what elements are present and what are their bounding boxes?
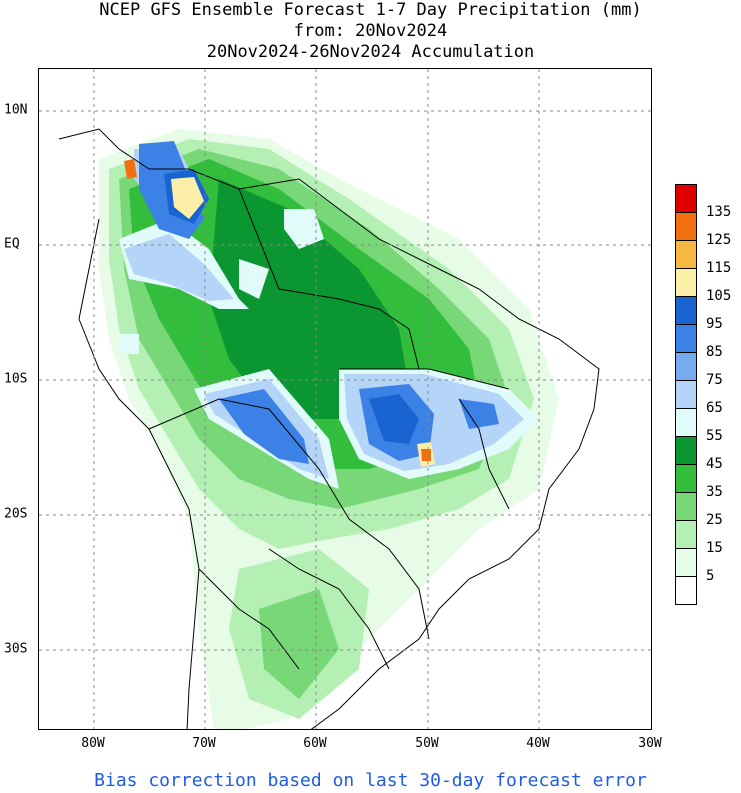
legend-label: 95 (706, 316, 723, 332)
legend-swatch (675, 492, 697, 521)
x-tick-50w: 50W (415, 736, 439, 751)
country-borders (58, 128, 600, 729)
chart-title: NCEP GFS Ensemble Forecast 1-7 Day Preci… (99, 0, 642, 20)
legend-swatch (675, 296, 697, 325)
legend-swatch (675, 464, 697, 493)
x-tick-30w: 30W (638, 736, 662, 751)
y-tick-20s: 20S (4, 506, 28, 522)
legend-swatch (675, 324, 697, 353)
legend-swatch (675, 240, 697, 269)
precipitation-map (38, 68, 652, 730)
legend-swatch (675, 212, 697, 241)
legend-swatch (675, 548, 697, 577)
x-tick-40w: 40W (526, 736, 550, 751)
legend-swatch (675, 436, 697, 465)
forecast-start-date: from: 20Nov2024 (293, 21, 448, 41)
legend-label: 5 (706, 568, 715, 584)
legend-label: 35 (706, 484, 723, 500)
legend-swatch (675, 520, 697, 549)
legend-swatch (675, 184, 697, 213)
legend-label: 45 (706, 456, 723, 472)
legend-label: 75 (706, 372, 723, 388)
legend-swatch (675, 408, 697, 437)
y-tick-10s: 10S (4, 371, 28, 387)
map-canvas (39, 69, 651, 729)
legend-label: 65 (706, 400, 723, 416)
legend-label: 115 (706, 260, 732, 276)
accumulation-period: 20Nov2024-26Nov2024 Accumulation (206, 42, 535, 62)
y-tick-eq: EQ (4, 236, 20, 252)
legend-swatch (675, 576, 697, 605)
x-tick-70w: 70W (192, 736, 216, 751)
x-tick-80w: 80W (81, 736, 105, 751)
legend-label: 15 (706, 540, 723, 556)
y-tick-10n: 10N (4, 102, 28, 118)
legend-label: 135 (706, 204, 732, 220)
legend-swatch (675, 380, 697, 409)
x-tick-60w: 60W (303, 736, 327, 751)
legend-label: 85 (706, 344, 723, 360)
precip-field-125 (124, 159, 431, 461)
legend-swatch (675, 352, 697, 381)
legend-label: 105 (706, 288, 732, 304)
legend-swatch (675, 268, 697, 297)
y-tick-30s: 30S (4, 641, 28, 657)
lat-lon-grid (39, 69, 651, 729)
legend-label: 55 (706, 428, 723, 444)
legend-label: 125 (706, 232, 732, 248)
legend-label: 25 (706, 512, 723, 528)
bias-correction-note: Bias correction based on last 30-day for… (94, 770, 647, 791)
